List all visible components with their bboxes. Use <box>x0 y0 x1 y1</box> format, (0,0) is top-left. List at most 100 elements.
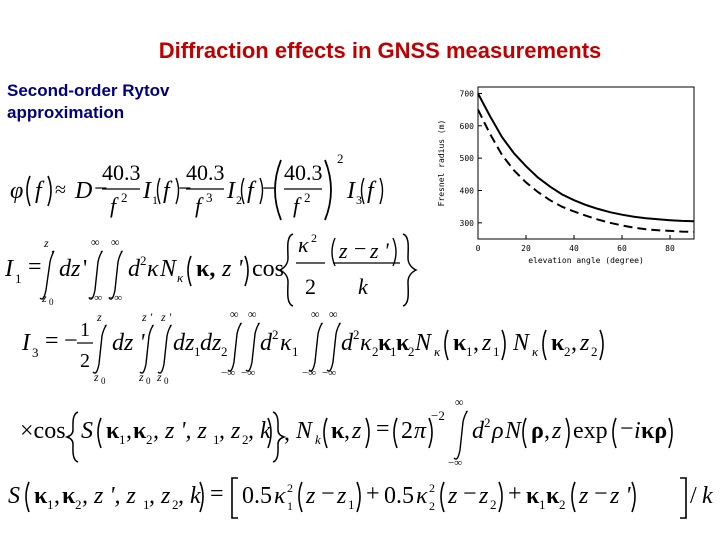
svg-text:z: z <box>336 483 347 509</box>
svg-text:2: 2 <box>490 497 497 512</box>
svg-text:1: 1 <box>119 432 126 447</box>
svg-text:κ: κ <box>378 330 392 356</box>
y-tick-label: 600 <box>460 122 475 131</box>
svg-text:κ: κ <box>62 483 76 509</box>
svg-text:, z ', z: , z ', z <box>153 418 207 444</box>
kappa-sq: 2 <box>311 231 317 245</box>
coef-half: 0.5 <box>242 483 272 509</box>
k-divisor: k <box>702 483 713 509</box>
svg-text:∞: ∞ <box>248 307 257 321</box>
minus-inf-1: −∞ <box>88 292 102 304</box>
upper-z-3: z <box>96 310 102 324</box>
x-tick-label: 80 <box>665 244 675 253</box>
svg-text:N: N <box>504 418 523 444</box>
d-symbol: d <box>128 256 141 282</box>
svg-text:2: 2 <box>75 497 82 512</box>
svg-text:z: z <box>478 483 489 509</box>
svg-text:κ: κ <box>34 483 48 509</box>
svg-text:−: − <box>321 481 335 507</box>
svg-text:κ: κ <box>331 418 345 444</box>
svg-text:κ: κ <box>546 483 560 509</box>
svg-text:1: 1 <box>213 432 220 447</box>
fresnel-radius-chart: 0 20 40 60 80 300 400 500 600 700 elevation angle… <box>437 86 695 265</box>
svg-text:f: f <box>247 178 257 204</box>
svg-text:': ' <box>83 256 87 282</box>
svg-text:1: 1 <box>143 497 150 512</box>
svg-text:0.5: 0.5 <box>384 483 414 509</box>
svg-text:+: + <box>508 481 522 507</box>
svg-text:i: i <box>634 418 641 444</box>
denom-2: 2 <box>305 274 316 299</box>
svg-text:z: z <box>305 483 316 509</box>
svg-text:, z: , z <box>219 418 241 444</box>
N-1: N <box>414 330 433 356</box>
I1-var: I <box>142 178 152 204</box>
z-var: z <box>338 238 348 263</box>
svg-text:f: f <box>367 178 377 204</box>
svg-text:2: 2 <box>242 432 249 447</box>
I1-equation: I 1 = z z 0 dz ' ∞ ∞ −∞ −∞ d 2 κ N κ κ, … <box>4 231 418 307</box>
svg-text:2: 2 <box>172 497 179 512</box>
sub-3: 3 <box>356 193 362 207</box>
svg-text:/: / <box>690 483 697 509</box>
page-title: Diffraction effects in GNSS measurements <box>158 38 602 63</box>
kappa-2: κ <box>360 330 372 356</box>
I3-var: I <box>346 178 356 204</box>
z-prime: z ' <box>369 238 389 263</box>
svg-text:z ': z ' <box>609 483 631 509</box>
coef-2: 40.3 <box>186 160 225 185</box>
svg-text:−: − <box>262 176 276 202</box>
svg-text:κρ: κρ <box>641 418 667 444</box>
I3-equation: I 3 = − 1 2 z z 0 dz ' z ' z ' z 0 z 0 d… <box>21 307 604 386</box>
svg-text:κ: κ <box>532 344 539 359</box>
svg-text:N: N <box>295 418 314 444</box>
x-tick-label: 0 <box>476 244 481 253</box>
svg-text:1: 1 <box>287 499 293 513</box>
minus-sign: − <box>64 328 78 354</box>
svg-text:, z ', z: , z ', z <box>82 483 136 509</box>
svg-text:−2: −2 <box>431 408 445 423</box>
svg-text:κ: κ <box>551 330 565 356</box>
svg-text:1: 1 <box>466 344 473 359</box>
kappa-symbol: κ <box>147 256 159 282</box>
svg-text:−∞: −∞ <box>302 367 316 379</box>
svg-text:−∞: −∞ <box>448 457 462 469</box>
svg-text:z ': z ' <box>141 310 153 324</box>
svg-text:dz ': dz ' <box>112 330 145 356</box>
svg-text:2: 2 <box>146 432 153 447</box>
I3-lhs: I <box>21 330 31 356</box>
svg-text:2: 2 <box>140 253 147 268</box>
frac-one: 1 <box>80 319 90 341</box>
inf-1: ∞ <box>91 235 100 249</box>
svg-text:2: 2 <box>564 344 571 359</box>
svg-text:−∞: −∞ <box>322 367 336 379</box>
svg-text:1: 1 <box>390 344 397 359</box>
x-tick-label: 40 <box>569 244 579 253</box>
S-equation: S κ 1 , κ 2 , z ', z 1 , z 2 , k = 0.5 κ… <box>8 477 713 519</box>
svg-text:,: , <box>344 418 350 444</box>
lower-z0-3: z <box>93 370 99 384</box>
power-2: 2 <box>121 190 128 205</box>
dashed-series-line <box>477 109 695 233</box>
phi-symbol: φ <box>10 178 23 204</box>
svg-text:0: 0 <box>146 376 151 386</box>
svg-text:f: f <box>163 178 173 204</box>
svg-text:κ: κ <box>274 483 286 509</box>
svg-text:z: z <box>447 483 458 509</box>
nk-equation: ×cos S κ 1 , κ 2 , z ', z 1 , z 2 , k , … <box>20 395 673 469</box>
svg-text:2: 2 <box>337 151 344 166</box>
svg-text:z: z <box>551 418 562 444</box>
svg-text:−: − <box>463 481 477 507</box>
svg-text:,: , <box>571 330 577 356</box>
svg-text:−∞: −∞ <box>108 292 122 304</box>
svg-text:=: = <box>376 416 390 442</box>
svg-text:S: S <box>81 418 93 444</box>
svg-text:dz: dz <box>59 256 81 282</box>
svg-text:2: 2 <box>372 344 379 359</box>
svg-text:−: − <box>94 176 108 202</box>
y-axis-label: Fresnel radius (m) <box>437 120 446 207</box>
svg-text:,: , <box>126 418 132 444</box>
D-var: D <box>74 178 92 204</box>
svg-text:z: z <box>156 370 162 384</box>
I2-var: I <box>226 178 236 204</box>
